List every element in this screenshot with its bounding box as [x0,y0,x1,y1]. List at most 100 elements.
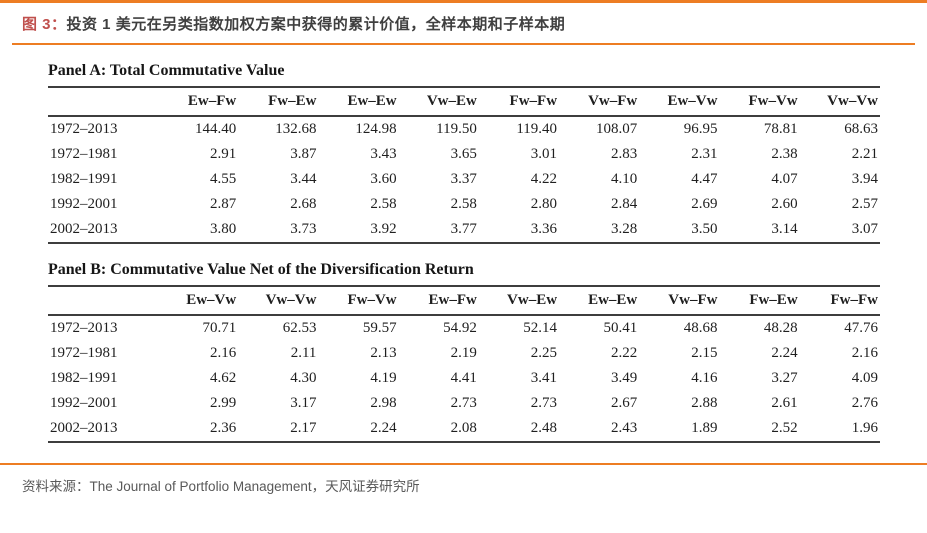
row-label: 1972–2013 [50,121,118,137]
table-cell: 2.48 [530,420,558,436]
column-header: Ew–Ew [588,292,638,308]
table-cell: 70.71 [202,320,237,336]
table-cell: 4.09 [851,370,878,386]
table-cell: 59.57 [362,320,397,336]
table-cell: 3.60 [370,171,397,187]
column-header: Ew–Fw [187,93,237,109]
table-cell: 2.25 [530,345,558,361]
column-header: Vw–Fw [588,93,638,109]
row-label: 2002–2013 [50,221,118,237]
column-header: Ew–Vw [667,93,718,109]
figure-title: 投资 1 美元在另类指数加权方案中获得的累计价值，全样本期和子样本期 [66,16,566,33]
table-row: 1972–2013 144.40 132.68 124.98 119.50 11… [48,116,880,142]
column-header: Fw–Fw [509,93,558,109]
table-cell: 48.28 [763,320,798,336]
column-header: Fw–Fw [830,292,879,308]
table-cell: 2.52 [771,420,798,436]
table-cell: 2.83 [611,146,638,162]
table-cell: 4.07 [771,171,798,187]
table-cell: 3.87 [290,146,317,162]
table-cell: 2.16 [209,345,237,361]
table-cell: 4.41 [450,370,477,386]
table-cell: 2.36 [209,420,237,436]
table-cell: 2.08 [450,420,477,436]
table-cell: 78.81 [763,121,798,137]
table-cell: 2.61 [771,395,798,411]
table-cell: 2.91 [209,146,237,162]
column-header: Fw–Vw [748,93,798,109]
figure-number-label: 图 3： [22,16,67,33]
table-cell: 2.57 [851,196,878,212]
column-header: Fw–Vw [347,292,397,308]
table-cell: 4.30 [290,370,317,386]
table-cell: 3.94 [851,171,878,187]
table-cell: 3.44 [290,171,317,187]
table-cell: 2.31 [691,146,718,162]
table-cell: 2.24 [370,420,397,436]
table-cell: 132.68 [275,121,317,137]
row-label-header [48,87,158,116]
row-label: 1982–1991 [50,171,118,187]
table-cell: 108.07 [596,121,638,137]
table-cell: 2.16 [851,345,878,361]
table-cell: 2.17 [290,420,317,436]
column-header: Ew–Vw [186,292,237,308]
table-cell: 124.98 [355,121,397,137]
panel-b-table: Ew–Vw Vw–Vw Fw–Vw Ew–Fw Vw–Ew Ew–Ew Vw–F… [48,285,880,443]
table-cell: 2.15 [691,345,718,361]
column-header: Vw–Vw [827,93,878,109]
table-cell: 48.68 [683,320,718,336]
table-cell: 2.67 [611,395,638,411]
column-header: Ew–Ew [347,93,397,109]
table-cell: 2.68 [290,196,317,212]
table-cell: 2.21 [851,146,878,162]
source-note: 资料来源：The Journal of Portfolio Management… [22,479,420,494]
table-cell: 2.76 [851,395,878,411]
table-header-row: Ew–Vw Vw–Vw Fw–Vw Ew–Fw Vw–Ew Ew–Ew Vw–F… [48,286,880,315]
table-cell: 3.14 [771,221,798,237]
row-label: 1992–2001 [50,395,118,411]
table-row: 2002–2013 2.36 2.17 2.24 2.08 2.48 2.43 … [48,416,880,442]
row-label: 2002–2013 [50,420,118,436]
table-cell: 2.73 [530,395,558,411]
row-label: 1982–1991 [50,370,118,386]
column-header: Fw–Ew [268,93,317,109]
table-cell: 2.80 [530,196,558,212]
table-cell: 2.19 [450,345,477,361]
panel-a-title: Panel A: Total Commutative Value [48,62,285,79]
table-row: 1992–2001 2.99 3.17 2.98 2.73 2.73 2.67 … [48,391,880,416]
table-cell: 2.84 [611,196,638,212]
table-cell: 96.95 [683,121,718,137]
row-label: 1992–2001 [50,196,118,212]
table-cell: 3.36 [530,221,558,237]
figure-header: 图 3：投资 1 美元在另类指数加权方案中获得的累计价值，全样本期和子样本期 [0,3,927,41]
table-cell: 2.58 [450,196,477,212]
table-cell: 50.41 [603,320,638,336]
column-header: Vw–Fw [668,292,718,308]
table-header-row: Ew–Fw Fw–Ew Ew–Ew Vw–Ew Fw–Fw Vw–Fw Ew–V… [48,87,880,116]
table-cell: 144.40 [194,121,237,137]
table-row: 2002–2013 3.80 3.73 3.92 3.77 3.36 3.28 … [48,217,880,243]
table-cell: 3.28 [611,221,638,237]
table-cell: 3.65 [450,146,477,162]
table-cell: 3.49 [611,370,638,386]
column-header: Fw–Ew [749,292,798,308]
table-cell: 4.62 [209,370,237,386]
panel-a-table: Ew–Fw Fw–Ew Ew–Ew Vw–Ew Fw–Fw Vw–Fw Ew–V… [48,86,880,244]
row-label: 1972–1981 [50,146,118,162]
table-row: 1982–1991 4.62 4.30 4.19 4.41 3.41 3.49 … [48,366,880,391]
table-cell: 3.50 [691,221,718,237]
table-cell: 3.01 [530,146,558,162]
table-cell: 54.92 [443,320,477,336]
column-header: Vw–Vw [265,292,317,308]
table-cell: 62.53 [282,320,317,336]
column-header: Ew–Fw [428,292,477,308]
table-row: 1982–1991 4.55 3.44 3.60 3.37 4.22 4.10 … [48,167,880,192]
table-cell: 1.89 [691,420,718,436]
table-cell: 3.73 [290,221,317,237]
table-cell: 3.17 [290,395,317,411]
title-accent-rule [12,43,915,45]
table-cell: 2.60 [771,196,798,212]
table-cell: 1.96 [851,420,878,436]
table-cell: 2.88 [691,395,718,411]
